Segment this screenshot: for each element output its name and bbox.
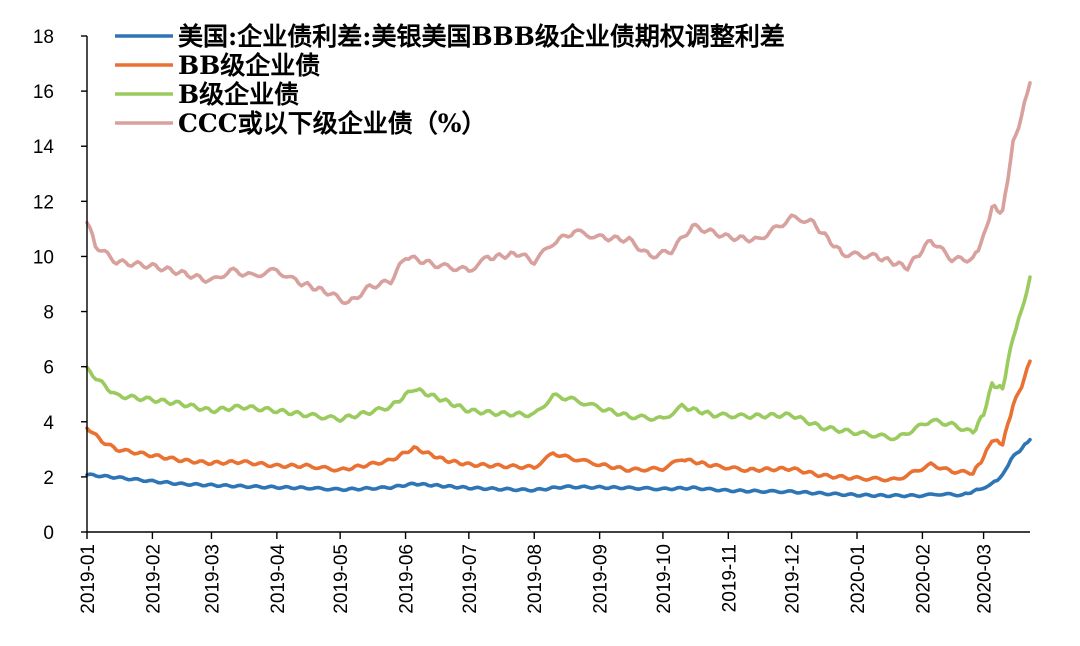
legend-label-2: B级企业债 bbox=[178, 80, 299, 109]
x-tick-label: 2019-02 bbox=[143, 544, 164, 614]
x-tick-label: 2019-11 bbox=[719, 544, 740, 612]
x-tick-label: 2019-12 bbox=[783, 544, 804, 614]
y-tick-label: 2 bbox=[43, 468, 54, 489]
x-tick-label: 2019-03 bbox=[202, 544, 223, 614]
x-tick-label: 2019-08 bbox=[525, 544, 546, 614]
x-tick-label: 2019-10 bbox=[654, 544, 675, 614]
y-tick-label: 8 bbox=[43, 303, 54, 324]
y-tick-label: 10 bbox=[33, 247, 54, 268]
series-line-1 bbox=[85, 359, 1032, 483]
x-tick-label: 2020-03 bbox=[975, 544, 996, 614]
y-tick-label: 16 bbox=[33, 82, 54, 103]
x-tick-label: 2019-05 bbox=[331, 544, 352, 614]
y-tick-label: 18 bbox=[33, 27, 54, 48]
x-tick-label: 2019-07 bbox=[460, 544, 481, 614]
series-line-2 bbox=[85, 275, 1032, 442]
legend-label-3: CCC或以下级企业债（%） bbox=[178, 109, 486, 138]
x-tick-label: 2020-01 bbox=[848, 544, 869, 614]
x-tick-label: 2019-09 bbox=[591, 544, 612, 614]
series-line-0 bbox=[85, 437, 1032, 499]
series-layer bbox=[85, 81, 1032, 499]
y-tick-label: 4 bbox=[43, 413, 54, 434]
x-tick-label: 2020-02 bbox=[913, 544, 934, 614]
x-tick-label: 2019-04 bbox=[268, 544, 289, 614]
axes: 0 2 4 6 8 10 12 14 16 18 2019-01 2019-02 2019-03 2019… bbox=[33, 27, 1030, 614]
x-tick-label: 2019-01 bbox=[78, 544, 99, 614]
x-tick-label: 2019-06 bbox=[397, 544, 418, 614]
legend: 美国:企业债利差:美银美国BBB级企业债期权调整利差BB级企业债B级企业债CCC… bbox=[115, 22, 785, 138]
series-line-3 bbox=[85, 81, 1032, 306]
y-tick-label: 12 bbox=[33, 192, 54, 213]
legend-label-1: BB级企业债 bbox=[178, 51, 320, 80]
y-tick-label: 14 bbox=[33, 137, 55, 158]
legend-label-0: 美国:企业债利差:美银美国BBB级企业债期权调整利差 bbox=[178, 22, 785, 51]
y-tick-label: 0 bbox=[43, 523, 54, 544]
y-tick-label: 6 bbox=[43, 358, 54, 379]
